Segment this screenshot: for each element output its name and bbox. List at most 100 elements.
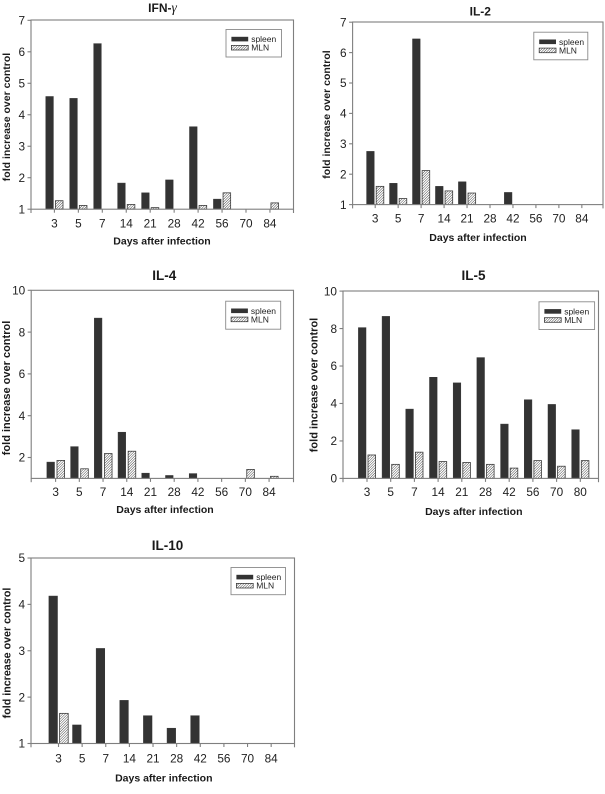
svg-text:Days after infection: Days after infection (116, 504, 213, 516)
svg-text:84: 84 (263, 485, 277, 499)
svg-text:3: 3 (340, 137, 347, 151)
svg-text:21: 21 (144, 216, 157, 230)
svg-text:3: 3 (364, 485, 371, 499)
svg-text:spleen: spleen (559, 37, 584, 47)
svg-text:3: 3 (18, 139, 25, 153)
svg-text:4: 4 (340, 107, 347, 121)
svg-text:14: 14 (432, 485, 446, 499)
svg-text:7: 7 (99, 216, 106, 230)
svg-text:70: 70 (550, 485, 564, 499)
svg-text:42: 42 (192, 216, 205, 230)
svg-text:5: 5 (340, 76, 347, 90)
svg-text:8: 8 (330, 322, 337, 336)
svg-text:70: 70 (241, 751, 255, 765)
svg-text:IL-10: IL-10 (152, 538, 184, 553)
svg-text:2: 2 (18, 171, 25, 185)
svg-text:14: 14 (123, 751, 137, 765)
svg-text:spleen: spleen (251, 34, 276, 44)
svg-text:14: 14 (120, 216, 134, 230)
svg-text:21: 21 (144, 485, 157, 499)
svg-text:14: 14 (120, 485, 134, 499)
svg-text:10: 10 (324, 284, 338, 298)
svg-text:5: 5 (18, 551, 25, 565)
svg-text:3: 3 (51, 216, 58, 230)
svg-text:1: 1 (18, 202, 25, 216)
svg-text:MLN: MLN (251, 314, 269, 324)
svg-text:spleen: spleen (251, 306, 276, 316)
svg-text:10: 10 (12, 284, 26, 298)
svg-text:5: 5 (387, 485, 394, 499)
svg-text:84: 84 (265, 751, 279, 765)
svg-text:IL-2: IL-2 (470, 5, 492, 19)
svg-text:7: 7 (18, 14, 25, 28)
svg-text:5: 5 (79, 751, 86, 765)
svg-text:MLN: MLN (564, 315, 582, 325)
svg-text:3: 3 (372, 211, 379, 225)
svg-text:84: 84 (263, 216, 277, 230)
svg-text:Days after infection: Days after infection (425, 506, 522, 518)
svg-text:4: 4 (18, 108, 25, 122)
svg-text:56: 56 (215, 216, 229, 230)
svg-text:21: 21 (460, 211, 473, 225)
svg-text:3: 3 (55, 751, 62, 765)
svg-text:5: 5 (18, 76, 25, 90)
svg-text:MLN: MLN (251, 43, 269, 53)
svg-text:IL-4: IL-4 (152, 268, 176, 283)
svg-text:56: 56 (529, 211, 543, 225)
svg-text:84: 84 (575, 211, 589, 225)
svg-text:fold increase over control: fold increase over control (2, 588, 14, 719)
svg-text:42: 42 (503, 485, 516, 499)
svg-text:14: 14 (438, 211, 452, 225)
svg-text:2: 2 (340, 167, 347, 181)
svg-text:7: 7 (411, 485, 418, 499)
svg-text:70: 70 (239, 485, 253, 499)
svg-text:80: 80 (574, 485, 588, 499)
svg-text:IFN-γ: IFN-γ (148, 0, 177, 15)
svg-text:4: 4 (330, 397, 337, 411)
svg-text:1: 1 (340, 198, 347, 212)
svg-text:42: 42 (506, 211, 519, 225)
svg-text:70: 70 (239, 216, 253, 230)
svg-text:28: 28 (168, 485, 182, 499)
svg-text:7: 7 (102, 751, 109, 765)
svg-text:7: 7 (418, 211, 425, 225)
svg-text:56: 56 (215, 485, 229, 499)
svg-text:28: 28 (170, 751, 184, 765)
svg-text:2: 2 (18, 690, 25, 704)
svg-text:28: 28 (168, 216, 182, 230)
svg-text:28: 28 (479, 485, 493, 499)
svg-text:3: 3 (52, 485, 59, 499)
svg-text:Days after infection: Days after infection (429, 232, 526, 244)
svg-text:fold increase over control: fold increase over control (1, 53, 13, 181)
svg-text:28: 28 (483, 211, 497, 225)
svg-text:5: 5 (76, 485, 83, 499)
svg-text:6: 6 (340, 46, 347, 60)
svg-text:8: 8 (19, 325, 26, 339)
svg-text:56: 56 (217, 751, 231, 765)
svg-text:5: 5 (75, 216, 82, 230)
svg-text:Days after infection: Days after infection (115, 773, 212, 785)
svg-text:0: 0 (330, 472, 337, 486)
svg-text:3: 3 (18, 644, 25, 658)
svg-text:4: 4 (19, 409, 26, 423)
svg-text:MLN: MLN (256, 581, 274, 591)
svg-text:IL-5: IL-5 (461, 268, 485, 283)
svg-text:MLN: MLN (559, 45, 577, 55)
svg-text:5: 5 (395, 211, 402, 225)
svg-text:42: 42 (194, 751, 207, 765)
svg-text:21: 21 (146, 751, 159, 765)
svg-text:spleen: spleen (256, 572, 281, 582)
svg-text:42: 42 (191, 485, 204, 499)
svg-text:6: 6 (18, 45, 25, 59)
svg-text:6: 6 (19, 367, 26, 381)
svg-text:spleen: spleen (564, 306, 589, 316)
svg-text:6: 6 (330, 359, 337, 373)
svg-text:4: 4 (18, 598, 25, 612)
svg-text:fold increase over control: fold increase over control (1, 321, 13, 455)
svg-text:56: 56 (526, 485, 540, 499)
svg-text:fold increase over control: fold increase over control (309, 318, 321, 452)
svg-text:7: 7 (100, 485, 107, 499)
svg-text:Days after infection: Days after infection (113, 236, 210, 248)
svg-text:fold increase over control: fold increase over control (321, 50, 333, 178)
svg-text:21: 21 (455, 485, 468, 499)
